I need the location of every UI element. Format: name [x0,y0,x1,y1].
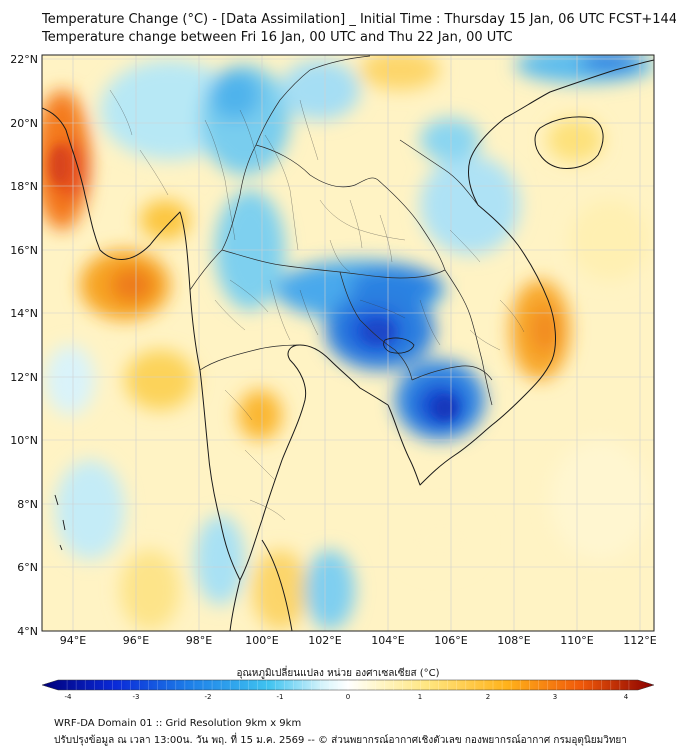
latitude-axis: 22°N 20°N 18°N 16°N 14°N 12°N 10°N 8°N 6… [10,53,38,638]
lon-tick-label: 106°E [434,634,467,647]
lat-tick-label: 20°N [10,117,38,130]
lon-tick-label: 96°E [123,634,149,647]
colorbar-label: อุณหภูมิเปลี่ยนแปลง หน่วย องศาเซลเซียส (… [236,668,440,679]
lon-tick-label: 108°E [497,634,530,647]
lon-tick-label: 102°E [308,634,341,647]
colorbar-tick-label: 2 [486,693,490,701]
colorbar-ticks: -4 -3 -2 -1 0 1 2 3 4 [65,693,629,701]
colorbar-tick-label: 4 [624,693,629,701]
colorbar-tick-label: -4 [65,693,73,701]
map-frame [41,54,655,632]
lat-tick-label: 12°N [10,371,38,384]
longitude-axis: 94°E 96°E 98°E 100°E 102°E 104°E 106°E 1… [60,634,657,647]
lat-tick-label: 4°N [17,625,38,638]
chart-title: Temperature Change (°C) - [Data Assimila… [42,12,676,27]
lat-tick-label: 10°N [10,434,38,447]
footer-model-info: WRF-DA Domain 01 :: Grid Resolution 9km … [54,718,302,729]
colorbar-tick-label: -2 [205,693,212,701]
colorbar: -4 -3 -2 -1 0 1 2 3 4 [41,679,655,701]
colorbar-segments [66,680,630,690]
lon-tick-label: 94°E [60,634,86,647]
lat-tick-label: 6°N [17,561,38,574]
tonle-sap-lake [383,337,415,354]
lat-tick-label: 18°N [10,180,38,193]
colorbar-tick-label: -1 [277,693,284,701]
chart-subtitle: Temperature change between Fri 16 Jan, 0… [42,30,513,45]
lon-tick-label: 100°E [245,634,278,647]
colorbar-tick-label: 3 [553,693,557,701]
temperature-field [42,55,654,631]
country-borders [189,55,493,406]
footer-update-info: ปรับปรุงข้อมูล ณ เวลา 13:00น. วัน พฤ. ที… [54,735,627,746]
lon-tick-label: 104°E [371,634,404,647]
province-borders [109,89,525,521]
lat-tick-label: 14°N [10,307,38,320]
lon-tick-label: 110°E [560,634,593,647]
lat-tick-label: 22°N [10,53,38,66]
colorbar-tick-label: 0 [346,693,350,701]
lat-tick-label: 8°N [17,498,38,511]
lat-tick-label: 16°N [10,244,38,257]
lon-tick-label: 98°E [186,634,212,647]
colorbar-tick-label: -3 [133,693,140,701]
andaman-islands [54,494,66,551]
lon-tick-label: 112°E [623,634,656,647]
coastlines [42,59,654,631]
colorbar-tick-label: 1 [418,693,422,701]
